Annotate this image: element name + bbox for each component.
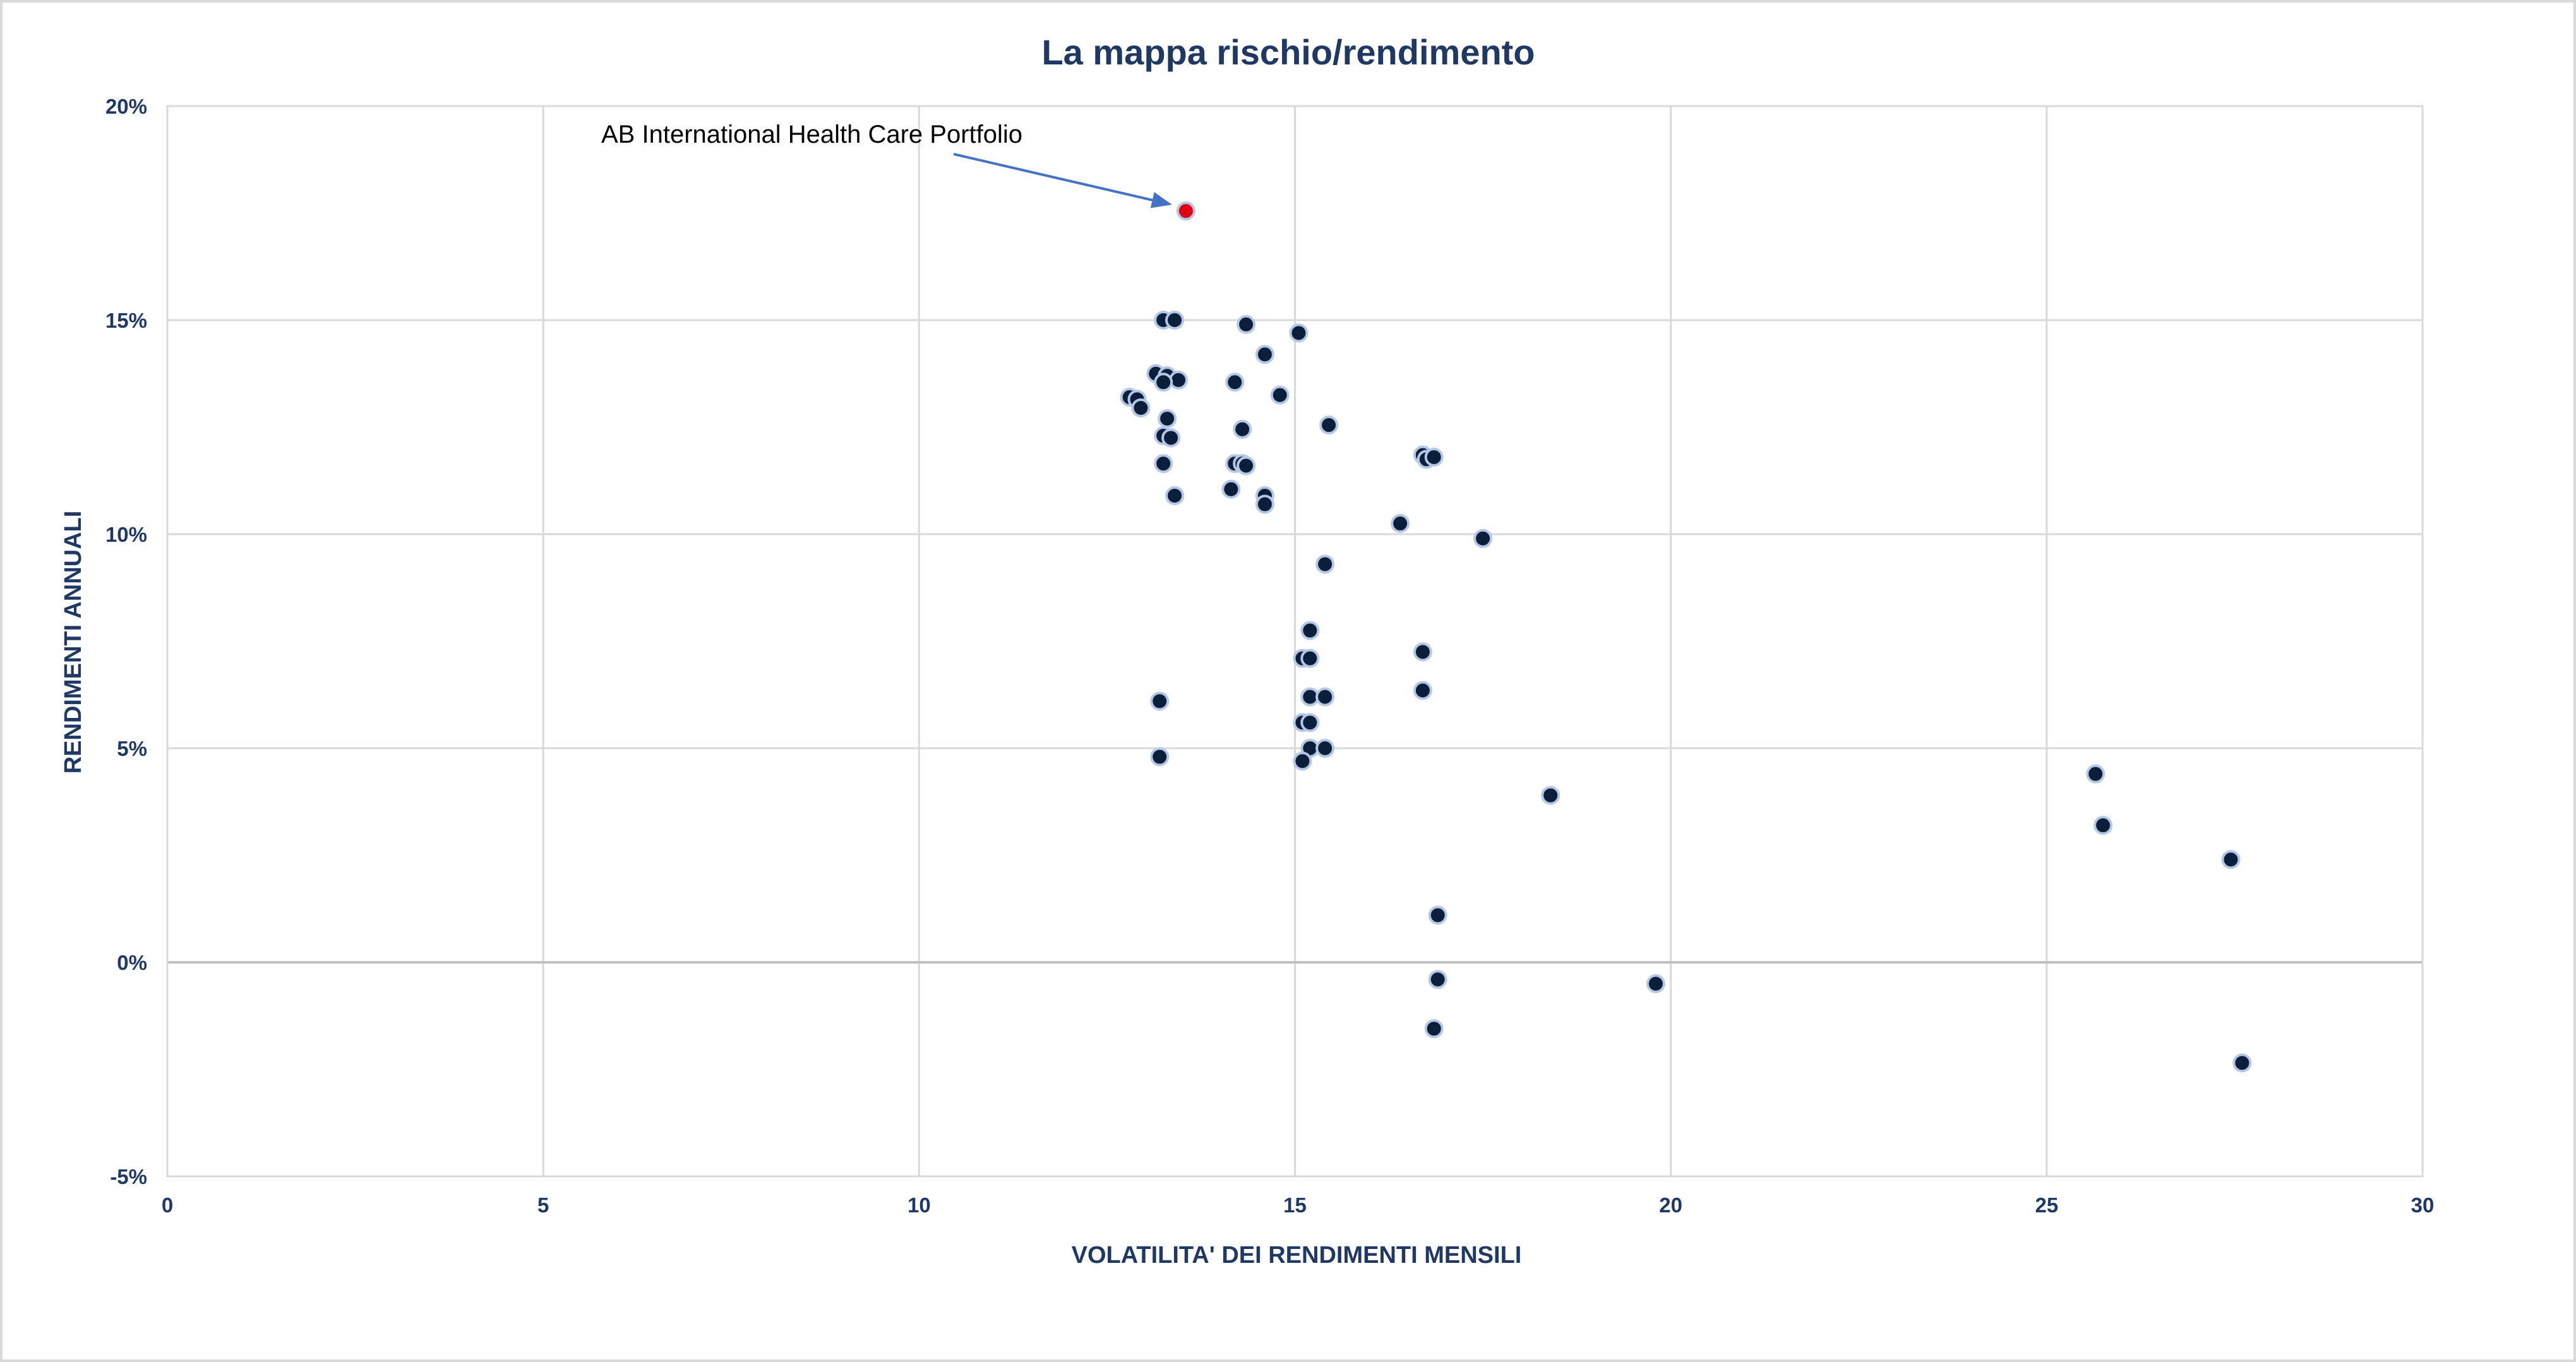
data-point[interactable] <box>1300 621 1320 640</box>
y-tick-label: -5% <box>110 1165 147 1188</box>
data-point[interactable] <box>1541 786 1561 805</box>
data-point[interactable] <box>1315 554 1335 574</box>
data-point[interactable] <box>2086 764 2106 784</box>
data-point[interactable] <box>1413 642 1432 662</box>
y-tick-label: 0% <box>117 951 147 974</box>
data-point[interactable] <box>1428 970 1447 989</box>
data-point[interactable] <box>1158 409 1177 428</box>
annotation: AB International Health Care Portfolio <box>601 121 1172 208</box>
data-point[interactable] <box>1154 373 1173 392</box>
data-point[interactable] <box>1315 739 1335 758</box>
y-axis-title: RENDIMENTI ANNUALI <box>60 511 87 774</box>
data-point[interactable] <box>1165 486 1185 505</box>
data-point[interactable] <box>1424 1019 1444 1039</box>
data-point[interactable] <box>1150 747 1170 767</box>
data-point[interactable] <box>1237 314 1256 334</box>
x-tick-label: 5 <box>537 1193 549 1217</box>
data-point[interactable] <box>1413 681 1432 700</box>
highlighted-data-point[interactable] <box>1176 201 1195 221</box>
data-point[interactable] <box>1315 687 1335 707</box>
data-point[interactable] <box>1161 428 1181 448</box>
data-point[interactable] <box>1473 529 1493 548</box>
data-point[interactable] <box>2221 850 2241 869</box>
data-point[interactable] <box>1270 385 1290 405</box>
plot-area-border <box>166 105 2424 1178</box>
data-point[interactable] <box>1646 974 1665 993</box>
data-point[interactable] <box>1300 713 1320 732</box>
data-point[interactable] <box>1233 419 1252 439</box>
data-point[interactable] <box>1391 514 1410 534</box>
x-tick-label: 0 <box>162 1193 173 1217</box>
data-point[interactable] <box>1168 370 1188 390</box>
grid-layer <box>166 105 2424 1178</box>
data-point[interactable] <box>1293 751 1312 771</box>
x-tick-label: 30 <box>2411 1193 2435 1217</box>
data-point[interactable] <box>1237 456 1256 475</box>
annotation-arrowhead <box>1150 192 1172 208</box>
x-tick-label: 25 <box>2035 1193 2058 1217</box>
data-point[interactable] <box>1424 447 1444 467</box>
data-point[interactable] <box>1225 373 1245 392</box>
data-point[interactable] <box>1165 311 1185 330</box>
annotation-label: AB International Health Care Portfolio <box>601 121 1022 148</box>
y-tick-label: 15% <box>105 309 147 332</box>
data-point[interactable] <box>1131 398 1151 417</box>
y-tick-label: 5% <box>117 737 147 760</box>
data-points <box>1120 201 2252 1073</box>
data-point[interactable] <box>1255 345 1274 364</box>
data-point[interactable] <box>1289 323 1309 343</box>
y-tick-label: 20% <box>105 95 147 118</box>
x-tick-label: 15 <box>1283 1193 1307 1217</box>
data-point[interactable] <box>1150 691 1170 711</box>
data-point[interactable] <box>1255 494 1274 514</box>
data-point[interactable] <box>2232 1053 2252 1073</box>
x-tick-label: 20 <box>1659 1193 1682 1217</box>
data-point[interactable] <box>2094 816 2113 835</box>
data-point[interactable] <box>1300 648 1320 668</box>
x-tick-label: 10 <box>908 1193 931 1217</box>
annotation-arrow-line <box>953 153 1153 201</box>
chart-title: La mappa rischio/rendimento <box>1041 32 1535 72</box>
data-point[interactable] <box>1154 454 1173 474</box>
data-point[interactable] <box>1319 415 1339 435</box>
data-point[interactable] <box>1221 479 1241 499</box>
data-point[interactable] <box>1428 905 1447 925</box>
y-tick-label: 10% <box>105 523 147 546</box>
tick-labels: 0 5 10 15 20 25 30 -5% 0% 5% 10% 15% 20% <box>105 95 2434 1217</box>
x-axis-title: VOLATILITA' DEI RENDIMENTI MENSILI <box>1072 1242 1522 1269</box>
